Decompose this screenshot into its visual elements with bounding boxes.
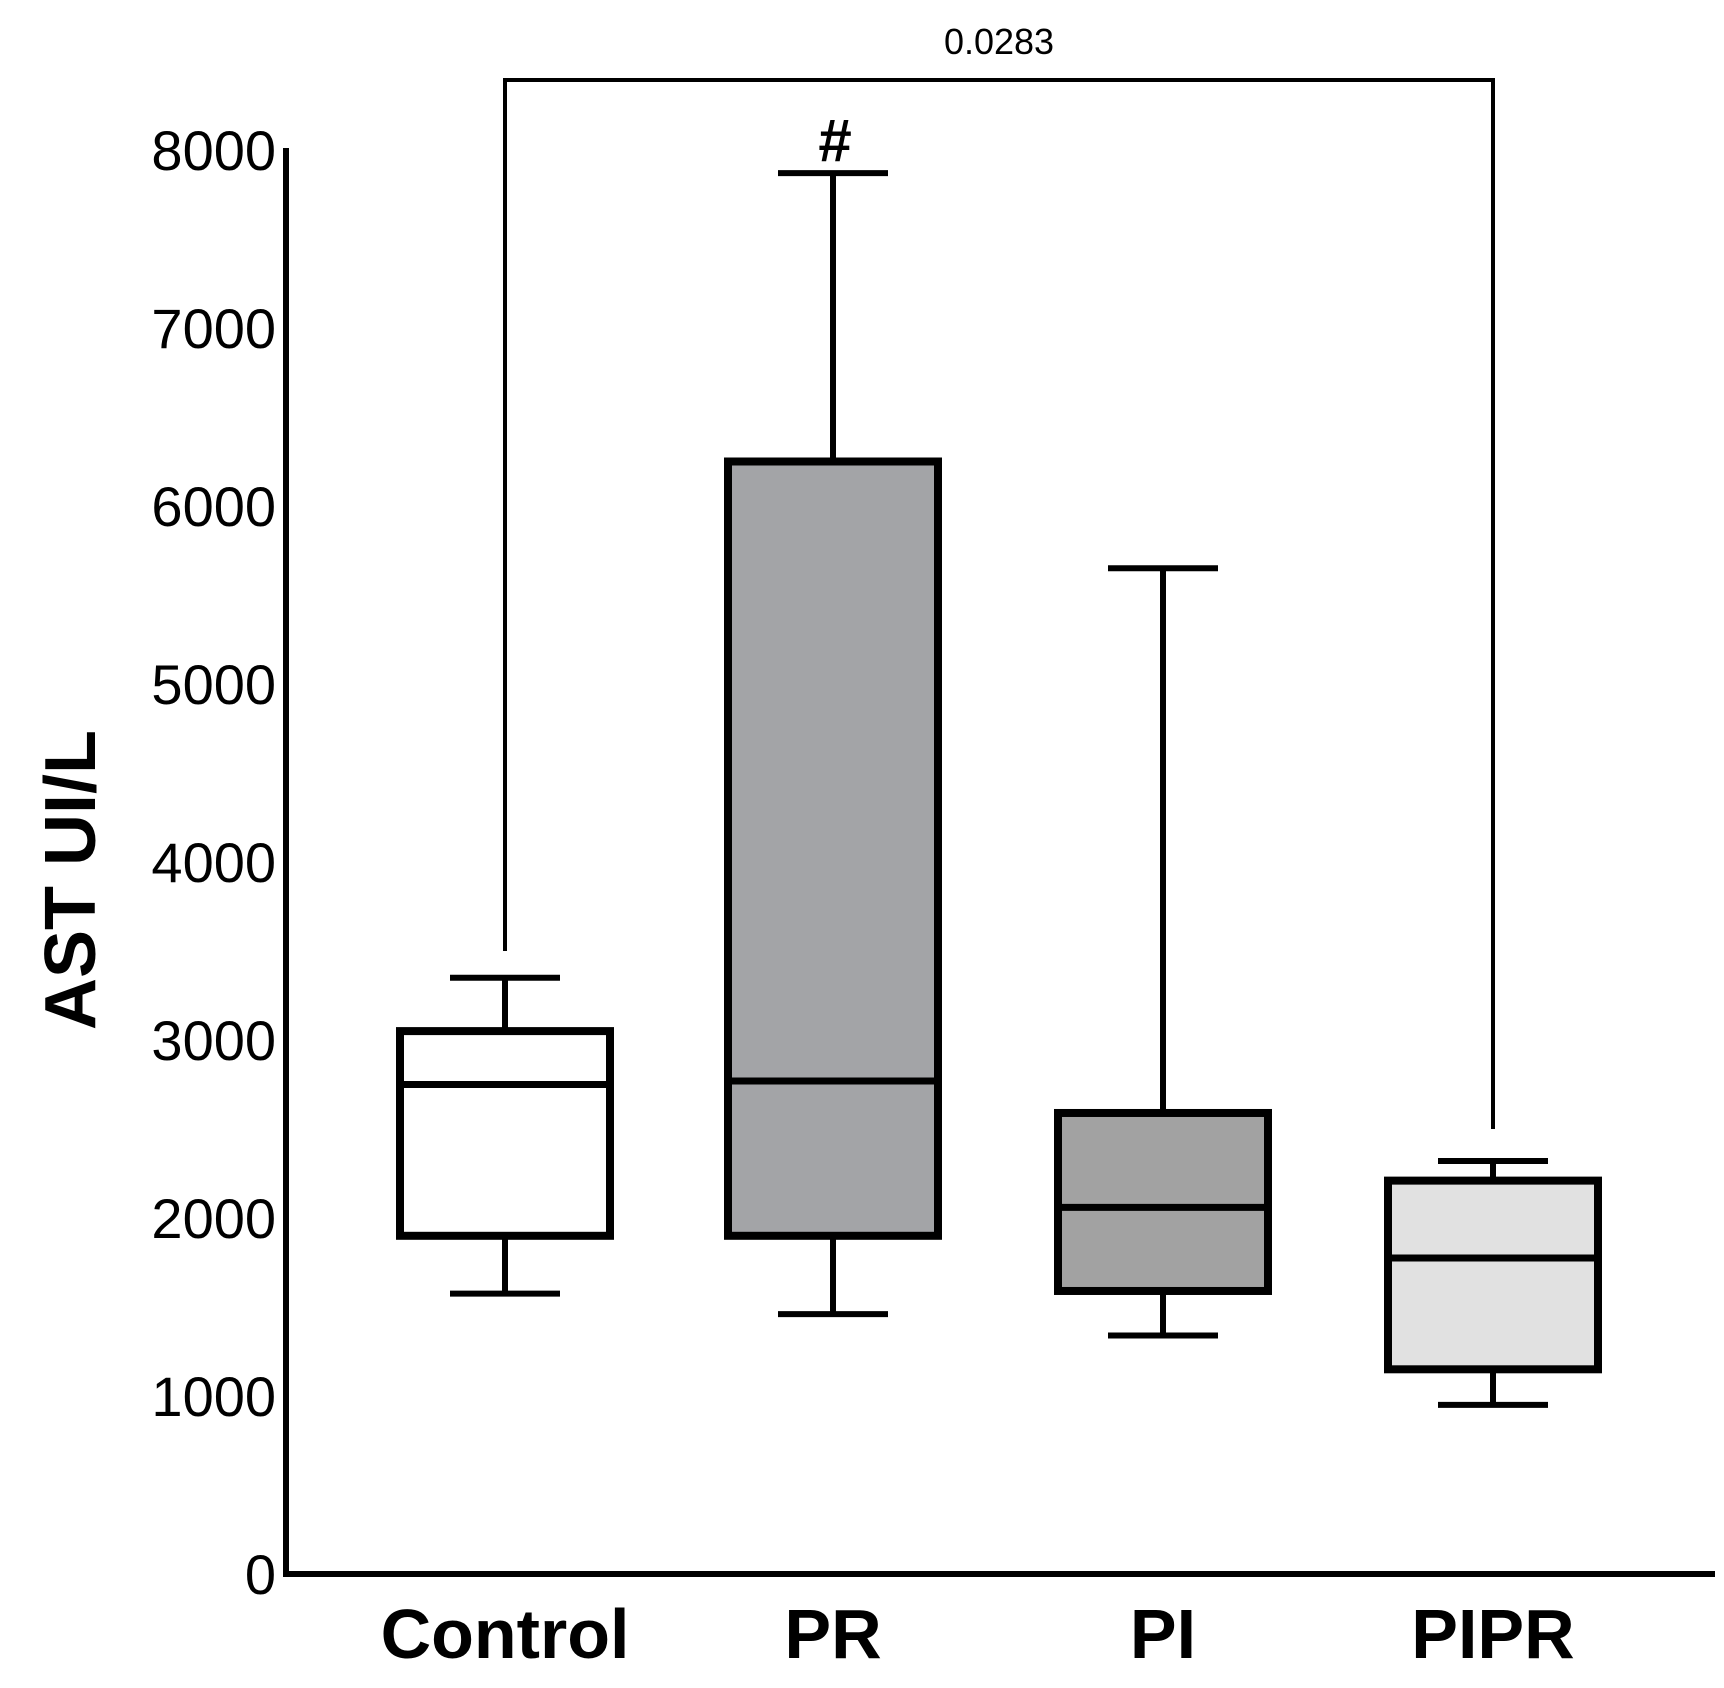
x-category-label: Control [381,1595,630,1673]
y-tick-label: 0 [245,1543,276,1606]
x-category-label: PIPR [1411,1595,1574,1673]
box-iqr [396,1027,614,1240]
y-tick-label: 1000 [151,1365,276,1428]
annotations: 0.0283 [503,21,1495,1129]
y-tick-label: 4000 [151,831,276,894]
box-pipr [1384,1158,1602,1408]
box-group: # [396,107,1602,1408]
box-pr: # [724,107,942,1318]
x-category-label: PR [784,1595,881,1673]
y-tick-label: 7000 [151,297,276,360]
p-value-label: 0.0283 [944,21,1054,62]
y-tick-label: 6000 [151,475,276,538]
y-tick-label: 8000 [151,119,276,182]
bracket-line [503,78,1495,1129]
box-iqr [1054,1108,1272,1295]
y-axis-title: AST UI/L [31,730,111,1030]
box-control [396,974,614,1297]
box-iqr [1384,1176,1602,1374]
y-tick-label: 5000 [151,653,276,716]
axes: 0 1000 2000 3000 4000 5000 6000 7000 8000 Control… [151,119,1715,1673]
box-iqr [724,457,942,1240]
comparison-bracket: 0.0283 [503,21,1495,1129]
x-category-label: PI [1130,1595,1196,1673]
box-pi [1054,565,1272,1339]
significance-mark: # [818,107,851,174]
y-tick-label: 2000 [151,1187,276,1250]
y-tick-label: 3000 [151,1009,276,1072]
